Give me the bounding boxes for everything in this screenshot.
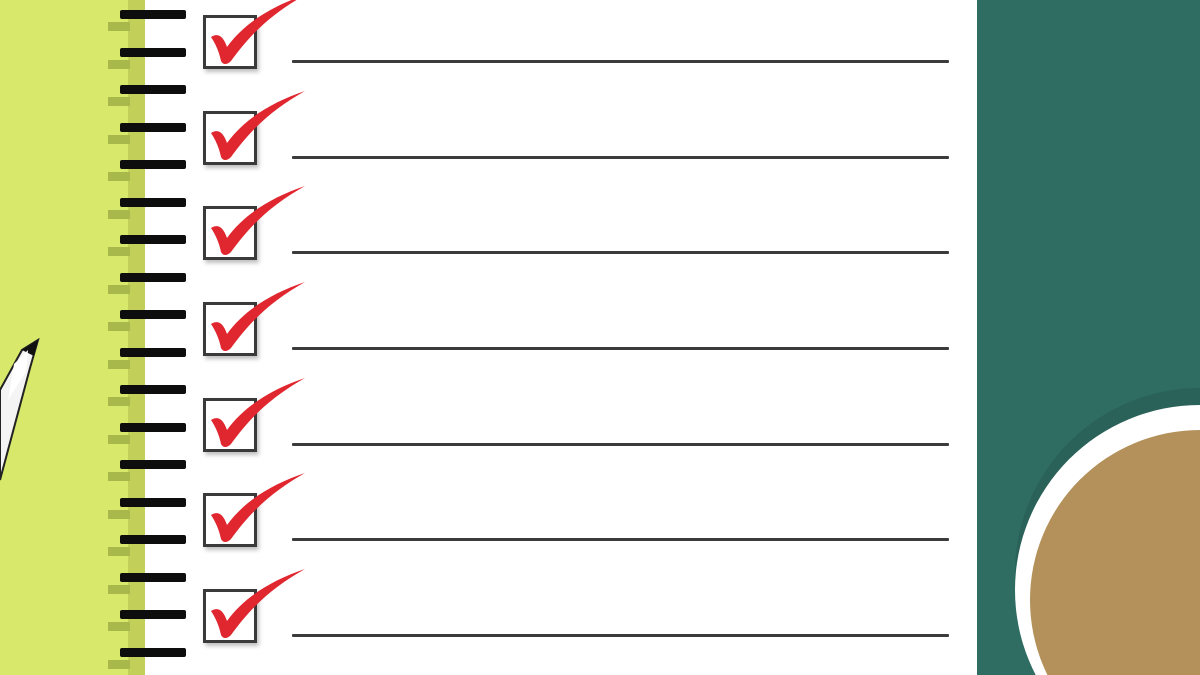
binding-notch (108, 397, 130, 406)
binding-notch (108, 22, 130, 31)
binding-coil (120, 48, 186, 57)
pencil-icon (0, 320, 60, 500)
binding-notch (108, 247, 130, 256)
binding-notch (108, 285, 130, 294)
binding-coil (120, 385, 186, 394)
binding-coil (120, 10, 186, 19)
binding-notch (108, 322, 130, 331)
binding-notch (108, 135, 130, 144)
write-line[interactable] (292, 251, 949, 254)
binding-coil (120, 423, 186, 432)
binding-notch (108, 472, 130, 481)
binding-notch (108, 510, 130, 519)
binding-coil (120, 573, 186, 582)
binding-notch (108, 97, 130, 106)
binding-coil (120, 235, 186, 244)
binding-coil (120, 498, 186, 507)
binding-coil (120, 160, 186, 169)
write-line[interactable] (292, 443, 949, 446)
binding-notch (108, 435, 130, 444)
binding-coil (120, 648, 186, 657)
checkmark-icon (207, 282, 312, 352)
binding-coil (120, 310, 186, 319)
binding-coil (120, 85, 186, 94)
write-line[interactable] (292, 538, 949, 541)
checkmark-icon (207, 0, 312, 65)
binding-notch (108, 547, 130, 556)
binding-coil (120, 198, 186, 207)
checkmark-icon (207, 569, 312, 639)
checkmark-icon (207, 91, 312, 161)
binding-notch (108, 60, 130, 69)
binding-notch (108, 210, 130, 219)
binding-coil (120, 610, 186, 619)
binding-notch (108, 585, 130, 594)
write-line[interactable] (292, 634, 949, 637)
binding-notch (108, 622, 130, 631)
binding-notch (108, 660, 130, 669)
checkmark-icon (207, 378, 312, 448)
checkmark-icon (207, 473, 312, 543)
write-line[interactable] (292, 347, 949, 350)
write-line[interactable] (292, 156, 949, 159)
coffee-cup-icon (977, 360, 1200, 675)
checkmark-icon (207, 186, 312, 256)
binding-notch (108, 360, 130, 369)
binding-notch (108, 172, 130, 181)
write-line[interactable] (292, 60, 949, 63)
binding-coil (120, 460, 186, 469)
binding-coil (120, 348, 186, 357)
binding-coil (120, 273, 186, 282)
binding-coil (120, 535, 186, 544)
binding-coil (120, 123, 186, 132)
